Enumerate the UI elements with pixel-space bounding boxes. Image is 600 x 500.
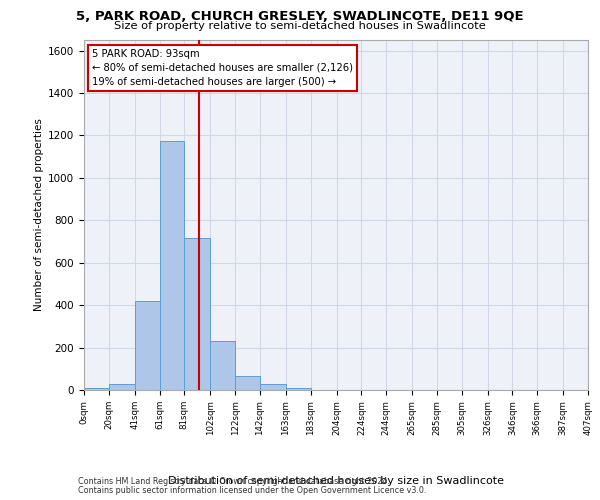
Text: Size of property relative to semi-detached houses in Swadlincote: Size of property relative to semi-detach…: [114, 21, 486, 31]
Text: Contains public sector information licensed under the Open Government Licence v3: Contains public sector information licen…: [78, 486, 427, 495]
Text: Contains HM Land Registry data © Crown copyright and database right 2024.: Contains HM Land Registry data © Crown c…: [78, 477, 390, 486]
Y-axis label: Number of semi-detached properties: Number of semi-detached properties: [34, 118, 44, 312]
Bar: [84, 388, 109, 390]
Bar: [286, 388, 311, 390]
Text: 5 PARK ROAD: 93sqm
← 80% of semi-detached houses are smaller (2,126)
19% of semi: 5 PARK ROAD: 93sqm ← 80% of semi-detache…: [92, 49, 353, 87]
Bar: [260, 384, 286, 390]
Bar: [211, 341, 235, 390]
Bar: [109, 384, 135, 390]
Bar: [184, 238, 211, 390]
Bar: [235, 376, 260, 390]
X-axis label: Distribution of semi-detached houses by size in Swadlincote: Distribution of semi-detached houses by …: [168, 476, 504, 486]
Text: 5, PARK ROAD, CHURCH GRESLEY, SWADLINCOTE, DE11 9QE: 5, PARK ROAD, CHURCH GRESLEY, SWADLINCOT…: [76, 10, 524, 23]
Bar: [135, 301, 160, 390]
Bar: [160, 141, 184, 390]
